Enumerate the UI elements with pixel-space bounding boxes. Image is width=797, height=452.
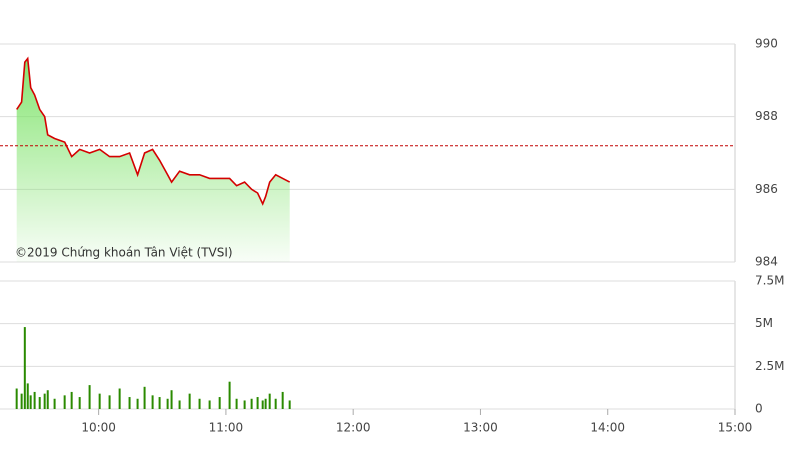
volume-bar [23, 327, 26, 409]
y-tick-label: 990 [755, 37, 778, 51]
y-tick-label: 984 [755, 255, 778, 269]
volume-bar [235, 398, 238, 409]
x-tick-label: 11:00 [209, 421, 244, 435]
y-tick-label: 986 [755, 182, 778, 196]
y-tick-label: 0 [755, 402, 763, 416]
volume-bar [70, 391, 73, 409]
volume-bar [188, 393, 191, 409]
volume-bar [268, 393, 271, 409]
volume-bar [256, 397, 259, 409]
volume-bar [281, 391, 284, 409]
volume-bar [128, 397, 131, 409]
volume-bar [33, 391, 36, 409]
x-tick-label: 15:00 [718, 421, 753, 435]
y-tick-label: 2.5M [755, 359, 784, 373]
volume-bar [63, 395, 66, 409]
copyright: ©2019 Chứng khoán Tân Việt (TVSI) [15, 246, 233, 260]
volume-bar [166, 398, 169, 409]
volume-bar [178, 400, 181, 409]
volume-bar [243, 400, 246, 409]
volume-bar [29, 395, 32, 409]
volume-bar [98, 393, 101, 409]
y-tick-label: 988 [755, 109, 778, 123]
volume-bar [198, 398, 201, 409]
volume-bar [261, 400, 264, 409]
volume-bar [264, 398, 267, 409]
volume-bar [151, 395, 154, 409]
volume-bar [143, 386, 146, 409]
volume-bar [108, 395, 111, 409]
volume-bar [46, 390, 49, 409]
y-tick-label: 7.5M [755, 274, 784, 288]
volume-bar [170, 390, 173, 409]
volume-bar [43, 393, 46, 409]
x-tick-label: 12:00 [336, 421, 371, 435]
volume-bar [218, 397, 221, 409]
price-line [16, 56, 291, 206]
volume-bar [20, 393, 23, 409]
volume-bar [228, 381, 231, 409]
volume-bar [88, 385, 91, 409]
volume-bar [208, 400, 211, 409]
y-tick-label: 5M [755, 316, 773, 330]
volume-bar [288, 400, 291, 409]
volume-bar [118, 388, 121, 409]
volume-bar [274, 398, 277, 409]
volume-bar [38, 397, 41, 409]
volume-bar [250, 398, 253, 409]
volume-bar [136, 398, 139, 409]
x-tick-label: 10:00 [81, 421, 116, 435]
x-tick-label: 14:00 [590, 421, 625, 435]
volume-bar [15, 388, 18, 409]
volume-bar [26, 383, 29, 409]
price-area [16, 58, 290, 262]
volume-bar [53, 398, 56, 409]
volume-bar [78, 397, 81, 409]
x-tick-label: 13:00 [463, 421, 498, 435]
volume-bar [158, 397, 161, 409]
